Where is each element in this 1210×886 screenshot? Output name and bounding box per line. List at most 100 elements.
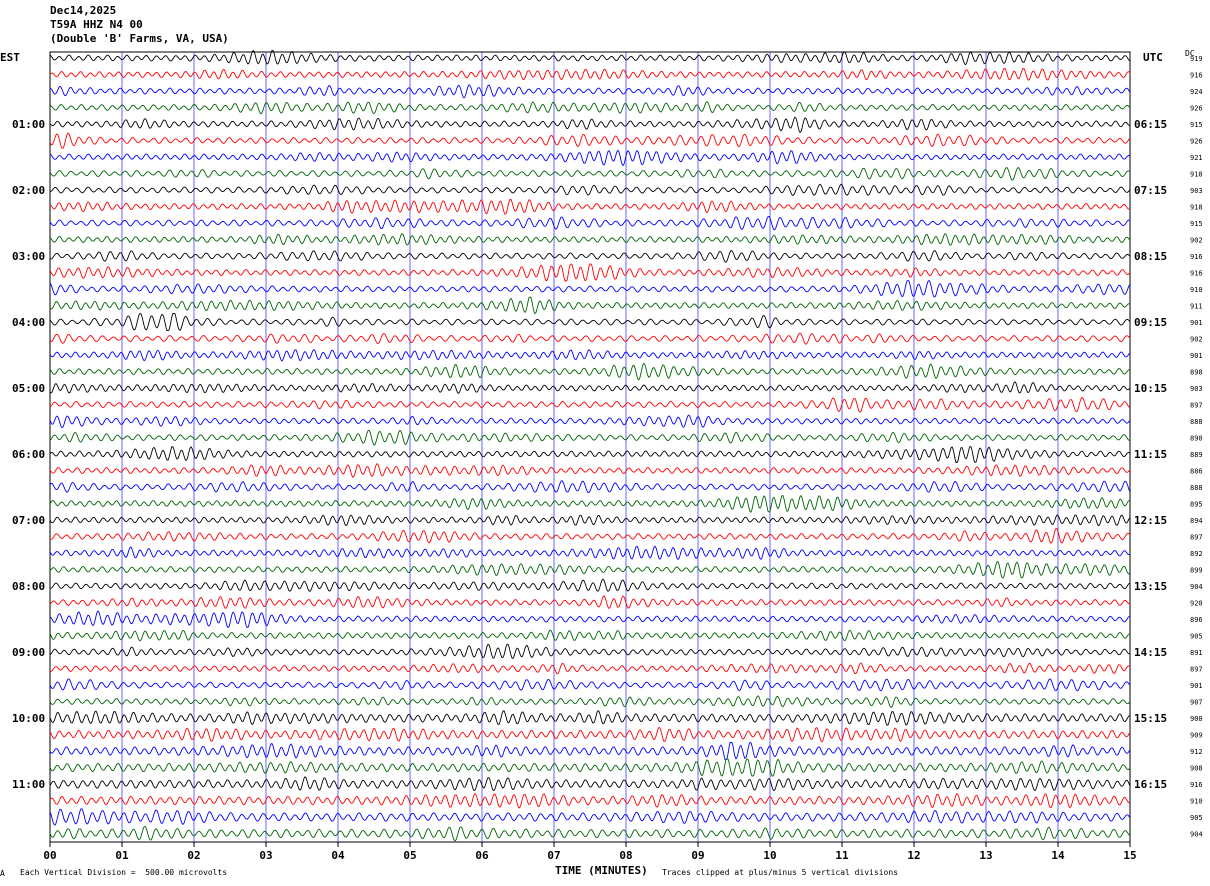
dc-offset-label: 903 <box>1190 187 1203 195</box>
dc-offset-label: 904 <box>1190 583 1203 591</box>
seismic-trace <box>49 414 1131 429</box>
scale-note: Each Vertical Division = 500.00 microvol… <box>20 868 228 877</box>
right-hour-label: 16:15 <box>1134 778 1167 791</box>
dc-offset-label: 918 <box>1190 204 1203 212</box>
seismic-trace <box>49 84 1131 99</box>
left-hour-label: 07:00 <box>12 514 45 527</box>
seismic-trace <box>49 741 1131 760</box>
left-timezone-label: EST <box>0 51 20 64</box>
seismic-trace <box>49 132 1131 149</box>
seismic-trace <box>49 480 1131 494</box>
x-tick-label: 03 <box>259 849 272 862</box>
seismic-trace <box>49 527 1131 544</box>
dc-offset-label: 889 <box>1190 451 1203 459</box>
dc-offset-label: 909 <box>1190 732 1203 740</box>
seismic-trace <box>49 348 1131 362</box>
seismic-trace <box>49 362 1131 381</box>
dc-offset-label: 888 <box>1190 418 1203 426</box>
dc-offset-label: 926 <box>1190 138 1203 146</box>
seismic-trace <box>49 494 1131 513</box>
dc-offset-label: 901 <box>1190 682 1203 690</box>
seismic-trace <box>49 381 1131 394</box>
left-hour-label: 02:00 <box>12 184 45 197</box>
x-tick-label: 02 <box>187 849 200 862</box>
seismic-trace <box>49 463 1131 478</box>
seismic-trace <box>49 215 1131 231</box>
dc-offset-label: 908 <box>1190 765 1203 773</box>
seismic-trace <box>49 445 1131 464</box>
x-tick-label: 05 <box>403 849 416 862</box>
seismic-trace <box>49 678 1131 692</box>
dc-offset-label: 905 <box>1190 814 1203 822</box>
dc-offset-label: 886 <box>1190 468 1203 476</box>
dc-offset-label: 918 <box>1190 171 1203 179</box>
dc-offset-label: 904 <box>1190 831 1203 839</box>
seismic-trace <box>49 545 1131 561</box>
dc-offset-label: 892 <box>1190 550 1203 558</box>
right-hour-label: 15:15 <box>1134 712 1167 725</box>
dc-offset-label: 901 <box>1190 319 1203 327</box>
dc-offset-label: 890 <box>1190 435 1203 443</box>
seismic-trace <box>49 610 1131 629</box>
dc-offset-label: 916 <box>1190 781 1203 789</box>
dc-header: DC <box>1185 49 1195 58</box>
seismic-trace <box>49 100 1131 115</box>
dc-offset-label: 896 <box>1190 616 1203 624</box>
x-tick-label: 07 <box>547 849 560 862</box>
seismic-trace <box>49 198 1131 215</box>
seismic-trace <box>49 710 1130 726</box>
seismic-trace <box>49 825 1131 842</box>
dc-offset-label: 888 <box>1190 484 1203 492</box>
right-hour-label: 09:15 <box>1134 316 1167 329</box>
seismic-trace <box>49 662 1131 675</box>
seismic-trace <box>49 49 1131 65</box>
x-tick-label: 13 <box>979 849 992 862</box>
right-hour-label: 10:15 <box>1134 382 1167 395</box>
corner-mark: A <box>0 869 5 878</box>
dc-offset-label: 897 <box>1190 666 1203 674</box>
x-tick-label: 06 <box>475 849 489 862</box>
plot-frame <box>49 51 1131 843</box>
x-tick-label: 04 <box>331 849 345 862</box>
clip-note: Traces clipped at plus/minus 5 vertical … <box>662 868 899 877</box>
dc-offset-label: 900 <box>1190 715 1203 723</box>
dc-offset-label: 915 <box>1190 220 1203 228</box>
x-tick-label: 01 <box>115 849 129 862</box>
x-tick-label: 10 <box>763 849 776 862</box>
seismic-trace <box>49 167 1131 181</box>
x-tick-label: 14 <box>1051 849 1065 862</box>
dc-offset-label: 897 <box>1190 534 1203 542</box>
right-hour-label: 14:15 <box>1134 646 1167 659</box>
dc-offset-label: 902 <box>1190 336 1203 344</box>
dc-offset-label: 910 <box>1190 798 1203 806</box>
left-hour-label: 09:00 <box>12 646 45 659</box>
right-hour-label: 12:15 <box>1134 514 1167 527</box>
seismic-trace <box>49 396 1131 413</box>
left-hour-label: 11:00 <box>12 778 45 791</box>
x-tick-label: 11 <box>835 849 849 862</box>
seismic-trace <box>49 514 1131 527</box>
dc-offset-label: 920 <box>1190 600 1203 608</box>
dc-offset-label: 921 <box>1190 154 1203 162</box>
dc-offset-label: 907 <box>1190 699 1203 707</box>
right-hour-label: 08:15 <box>1134 250 1167 263</box>
seismic-trace <box>49 250 1131 263</box>
dc-offset-label: 911 <box>1190 303 1203 311</box>
dc-offset-label: 910 <box>1190 286 1203 294</box>
dc-offset-label: 916 <box>1190 270 1203 278</box>
dc-offset-label: 915 <box>1190 121 1203 129</box>
x-tick-label: 00 <box>43 849 56 862</box>
dc-offset-label: 898 <box>1190 369 1203 377</box>
left-hour-label: 08:00 <box>12 580 45 593</box>
seismic-trace <box>49 312 1131 331</box>
right-timezone-label: UTC <box>1143 51 1163 64</box>
dc-offset-label: 899 <box>1190 567 1203 575</box>
x-tick-label: 08 <box>619 849 632 862</box>
seismic-trace <box>49 68 1131 81</box>
dc-offset-label: 894 <box>1190 517 1203 525</box>
x-tick-label: 12 <box>907 849 920 862</box>
dc-offset-label: 905 <box>1190 633 1203 641</box>
dc-offset-label: 916 <box>1190 72 1203 80</box>
left-hour-label: 06:00 <box>12 448 45 461</box>
